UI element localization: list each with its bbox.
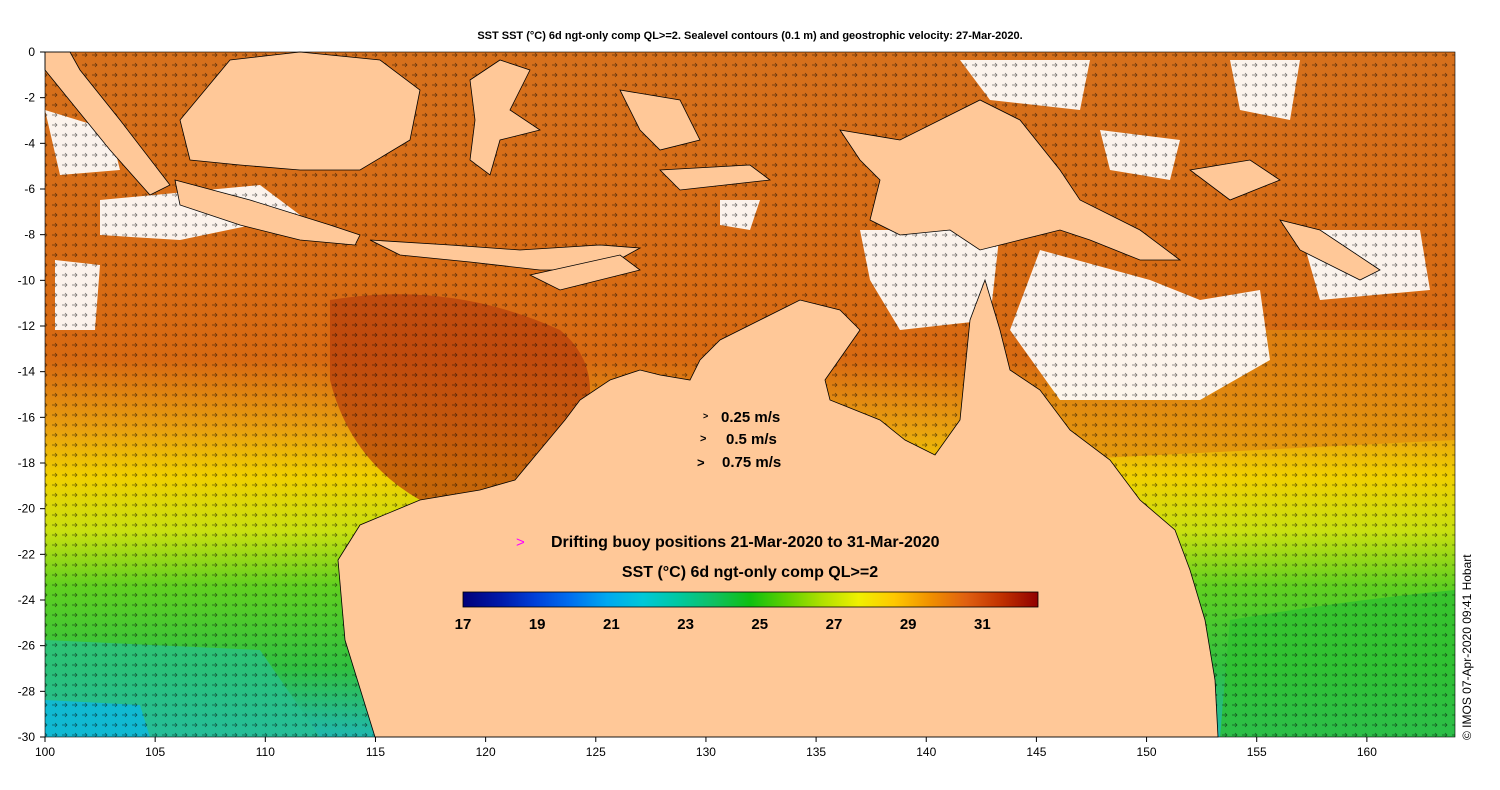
land-masses <box>44 51 1381 738</box>
x-tick-label: 145 <box>1026 745 1046 759</box>
y-tick-label: -6 <box>24 182 35 196</box>
x-tick-label: 155 <box>1247 745 1267 759</box>
buoy-legend-text: Drifting buoy positions 21-Mar-2020 to 3… <box>551 534 940 551</box>
y-tick-label: -2 <box>24 91 35 105</box>
x-tick-label: 115 <box>366 745 385 759</box>
velocity-key-label-2: 0.5 m/s <box>726 431 777 448</box>
velocity-key-label-3: 0.75 m/s <box>722 454 781 471</box>
velocity-key-label-1: 0.25 m/s <box>721 409 780 426</box>
y-tick-label: -30 <box>18 730 36 744</box>
borneo-land <box>179 51 421 171</box>
y-tick-label: -24 <box>18 593 36 607</box>
new-guinea-land <box>839 99 1182 261</box>
colorbar-tick-label: 17 <box>455 616 472 633</box>
colorbar-tick-label: 19 <box>529 616 546 633</box>
colorbar-ticks: 17 19 21 23 25 27 29 31 <box>455 616 991 633</box>
x-axis-ticks: 100 105 110 115 120 125 130 135 140 145 150 155 160 <box>35 737 1377 759</box>
x-tick-label: 140 <box>916 745 936 759</box>
timor-land <box>528 254 641 291</box>
x-tick-label: 125 <box>586 745 606 759</box>
y-tick-label: -20 <box>18 502 36 516</box>
maluku-land <box>619 89 701 151</box>
x-tick-label: 135 <box>806 745 826 759</box>
sulawesi-land <box>469 59 541 176</box>
velocity-key-arrow-3: > <box>697 455 705 470</box>
y-tick-label: -18 <box>18 456 36 470</box>
y-tick-label: -22 <box>18 547 36 561</box>
x-tick-label: 130 <box>696 745 716 759</box>
colorbar <box>462 591 1039 608</box>
australia-land <box>337 278 1219 738</box>
y-tick-label: -28 <box>18 684 36 698</box>
y-tick-label: -26 <box>18 639 36 653</box>
map-title: SST SST (°C) 6d ngt-only comp QL>=2. Sea… <box>477 30 1023 42</box>
y-tick-label: -8 <box>24 228 35 242</box>
x-tick-label: 110 <box>256 745 275 759</box>
colorbar-tick-label: 29 <box>900 616 917 633</box>
velocity-key: > 0.25 m/s > 0.5 m/s > 0.75 m/s <box>697 409 781 471</box>
x-tick-label: 120 <box>476 745 496 759</box>
y-tick-label: 0 <box>28 45 35 59</box>
solomon-islands-land <box>1279 219 1381 281</box>
colorbar-tick-label: 23 <box>677 616 694 633</box>
plot-frame <box>44 51 1456 738</box>
colorbar-tick-label: 31 <box>974 616 991 633</box>
x-tick-label: 105 <box>145 745 165 759</box>
velocity-key-arrow-1: > <box>703 411 708 421</box>
y-tick-label: -12 <box>18 319 36 333</box>
y-tick-label: -14 <box>18 365 36 379</box>
buoy-legend-symbol: > <box>516 534 525 551</box>
x-tick-label: 150 <box>1137 745 1157 759</box>
y-tick-label: -16 <box>18 410 36 424</box>
credit-text: © IMOS 07-Apr-2020 09:41 Hobart <box>1460 554 1474 740</box>
colorbar-tick-label: 27 <box>826 616 843 633</box>
x-tick-label: 100 <box>35 745 55 759</box>
colorbar-tick-label: 21 <box>603 616 620 633</box>
velocity-key-arrow-2: > <box>700 433 706 445</box>
seram-land <box>659 164 772 191</box>
sumatra-land <box>44 51 171 196</box>
y-tick-label: -10 <box>18 273 36 287</box>
x-tick-label: 160 <box>1357 745 1377 759</box>
colorbar-title: SST (°C) 6d ngt-only comp QL>=2 <box>622 564 878 581</box>
colorbar-tick-label: 25 <box>751 616 768 633</box>
y-axis-ticks: 0 -2 -4 -6 -8 -10 -12 -14 -16 -18 -20 -22 -24 -26 -28 -… <box>18 45 45 744</box>
y-tick-label: -4 <box>24 136 35 150</box>
java-land <box>174 179 361 246</box>
new-britain-land <box>1189 159 1281 201</box>
